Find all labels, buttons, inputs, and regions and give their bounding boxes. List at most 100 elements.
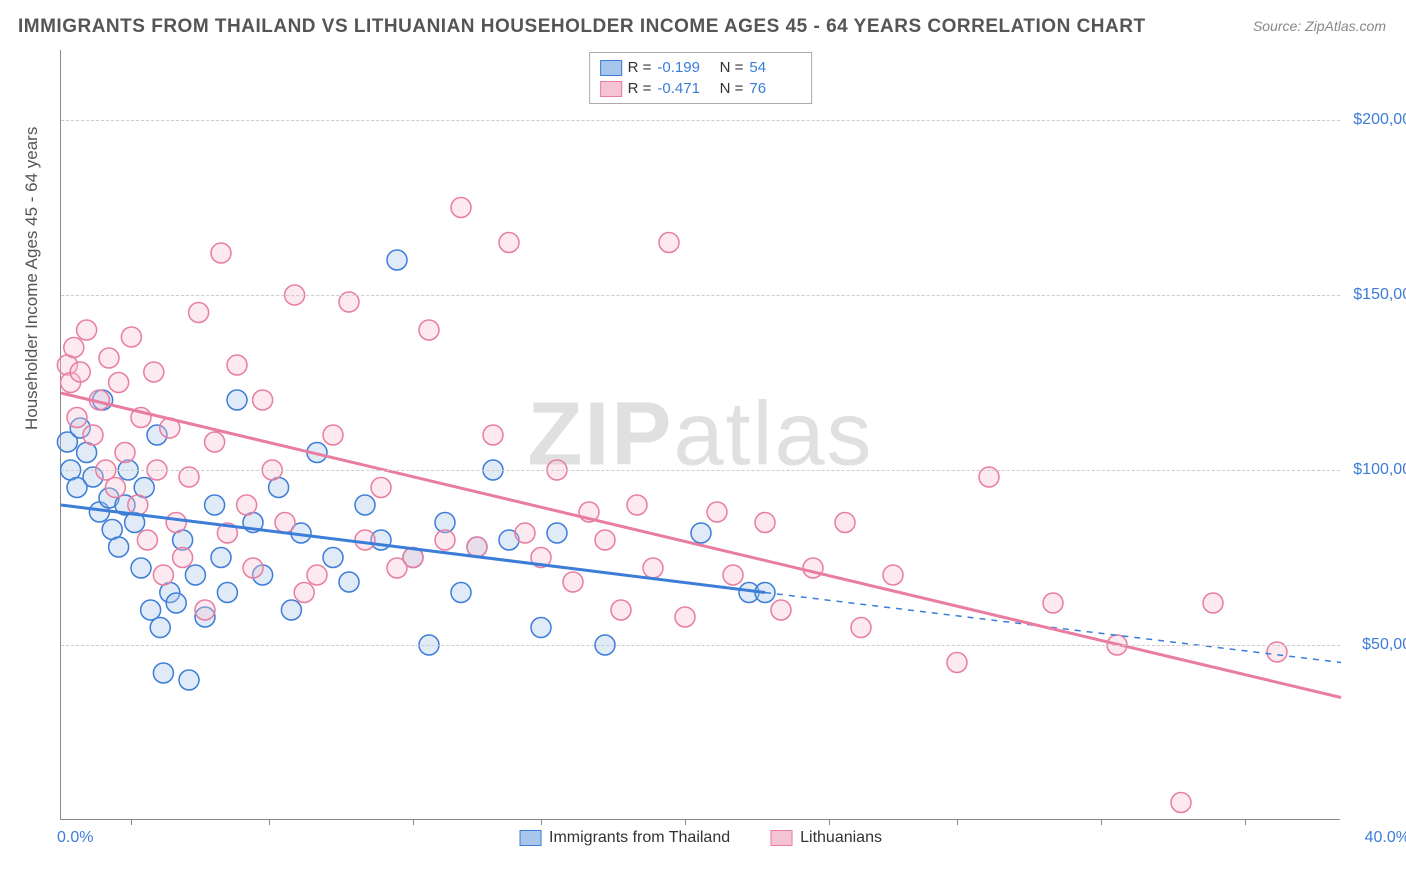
plot-area: ZIPatlas R = -0.199 N = 54 R = -0.471 N … — [60, 50, 1340, 820]
data-point-series-1 — [627, 495, 647, 515]
data-point-series-1 — [166, 513, 186, 533]
chart-title: IMMIGRANTS FROM THAILAND VS LITHUANIAN H… — [18, 16, 1146, 38]
y-tick-label: $150,000 — [1350, 286, 1406, 304]
data-point-series-0 — [387, 250, 407, 270]
data-point-series-1 — [105, 478, 125, 498]
trendline-series-1 — [61, 393, 1341, 698]
y-tick-label: $200,000 — [1350, 111, 1406, 129]
data-point-series-1 — [371, 478, 391, 498]
data-point-series-1 — [659, 233, 679, 253]
legend-swatch-0 — [519, 830, 541, 846]
data-point-series-0 — [150, 618, 170, 638]
legend-item-1: Lithuanians — [770, 829, 882, 847]
data-point-series-1 — [109, 373, 129, 393]
data-point-series-1 — [883, 565, 903, 585]
source-label: Source: ZipAtlas.com — [1253, 18, 1386, 34]
data-point-series-0 — [179, 670, 199, 690]
data-point-series-0 — [323, 548, 343, 568]
data-point-series-1 — [211, 243, 231, 263]
x-tick-mark — [829, 819, 830, 825]
legend-item-0: Immigrants from Thailand — [519, 829, 730, 847]
data-point-series-1 — [451, 198, 471, 218]
data-point-series-0 — [451, 583, 471, 603]
x-tick-max: 40.0% — [1365, 829, 1406, 847]
data-point-series-1 — [1203, 593, 1223, 613]
data-point-series-0 — [531, 618, 551, 638]
data-point-series-0 — [355, 495, 375, 515]
data-point-series-1 — [275, 513, 295, 533]
data-point-series-1 — [707, 502, 727, 522]
data-point-series-1 — [435, 530, 455, 550]
data-point-series-1 — [205, 432, 225, 452]
data-point-series-0 — [211, 548, 231, 568]
data-point-series-1 — [173, 548, 193, 568]
y-tick-label: $50,000 — [1350, 636, 1406, 654]
data-point-series-1 — [1171, 793, 1191, 813]
y-axis-label: Householder Income Ages 45 - 64 years — [22, 127, 42, 430]
data-point-series-1 — [253, 390, 273, 410]
data-point-series-1 — [355, 530, 375, 550]
x-tick-mark — [413, 819, 414, 825]
legend-swatch-1 — [770, 830, 792, 846]
data-point-series-1 — [99, 348, 119, 368]
data-point-series-0 — [339, 572, 359, 592]
data-point-series-1 — [419, 320, 439, 340]
data-point-series-1 — [323, 425, 343, 445]
data-point-series-1 — [243, 558, 263, 578]
x-tick-mark — [1101, 819, 1102, 825]
data-point-series-1 — [515, 523, 535, 543]
data-point-series-1 — [467, 537, 487, 557]
data-point-series-1 — [195, 600, 215, 620]
data-point-series-0 — [281, 600, 301, 620]
data-point-series-1 — [771, 600, 791, 620]
x-tick-mark — [541, 819, 542, 825]
data-point-series-1 — [144, 362, 164, 382]
data-point-series-0 — [166, 593, 186, 613]
data-point-series-0 — [109, 537, 129, 557]
data-point-series-1 — [83, 425, 103, 445]
data-point-series-1 — [189, 303, 209, 323]
data-point-series-1 — [595, 530, 615, 550]
data-point-series-0 — [691, 523, 711, 543]
data-point-series-1 — [294, 583, 314, 603]
data-point-series-1 — [755, 513, 775, 533]
legend-label-0: Immigrants from Thailand — [549, 829, 730, 847]
data-point-series-1 — [137, 530, 157, 550]
gridline-h — [61, 645, 1340, 646]
data-point-series-0 — [131, 558, 151, 578]
legend-label-1: Lithuanians — [800, 829, 882, 847]
data-point-series-1 — [128, 495, 148, 515]
data-point-series-1 — [835, 513, 855, 533]
data-point-series-1 — [947, 653, 967, 673]
data-point-series-1 — [77, 320, 97, 340]
data-point-series-0 — [153, 663, 173, 683]
data-point-series-1 — [851, 618, 871, 638]
data-point-series-1 — [483, 425, 503, 445]
data-point-series-1 — [70, 362, 90, 382]
data-point-series-0 — [217, 583, 237, 603]
x-tick-min: 0.0% — [57, 829, 93, 847]
bottom-legend: Immigrants from Thailand Lithuanians — [519, 829, 882, 847]
x-tick-mark — [957, 819, 958, 825]
data-point-series-1 — [67, 408, 87, 428]
data-point-series-0 — [227, 390, 247, 410]
data-point-series-1 — [121, 327, 141, 347]
data-point-series-1 — [1043, 593, 1063, 613]
x-tick-mark — [1245, 819, 1246, 825]
gridline-h — [61, 120, 1340, 121]
data-point-series-0 — [141, 600, 161, 620]
data-point-series-1 — [153, 565, 173, 585]
data-point-series-1 — [115, 443, 135, 463]
data-point-series-1 — [675, 607, 695, 627]
y-tick-label: $100,000 — [1350, 461, 1406, 479]
x-tick-mark — [131, 819, 132, 825]
data-point-series-1 — [611, 600, 631, 620]
data-point-series-1 — [64, 338, 84, 358]
data-point-series-0 — [547, 523, 567, 543]
gridline-h — [61, 470, 1340, 471]
gridline-h — [61, 295, 1340, 296]
data-point-series-0 — [205, 495, 225, 515]
data-point-series-1 — [237, 495, 257, 515]
data-point-series-1 — [307, 565, 327, 585]
data-point-series-1 — [227, 355, 247, 375]
